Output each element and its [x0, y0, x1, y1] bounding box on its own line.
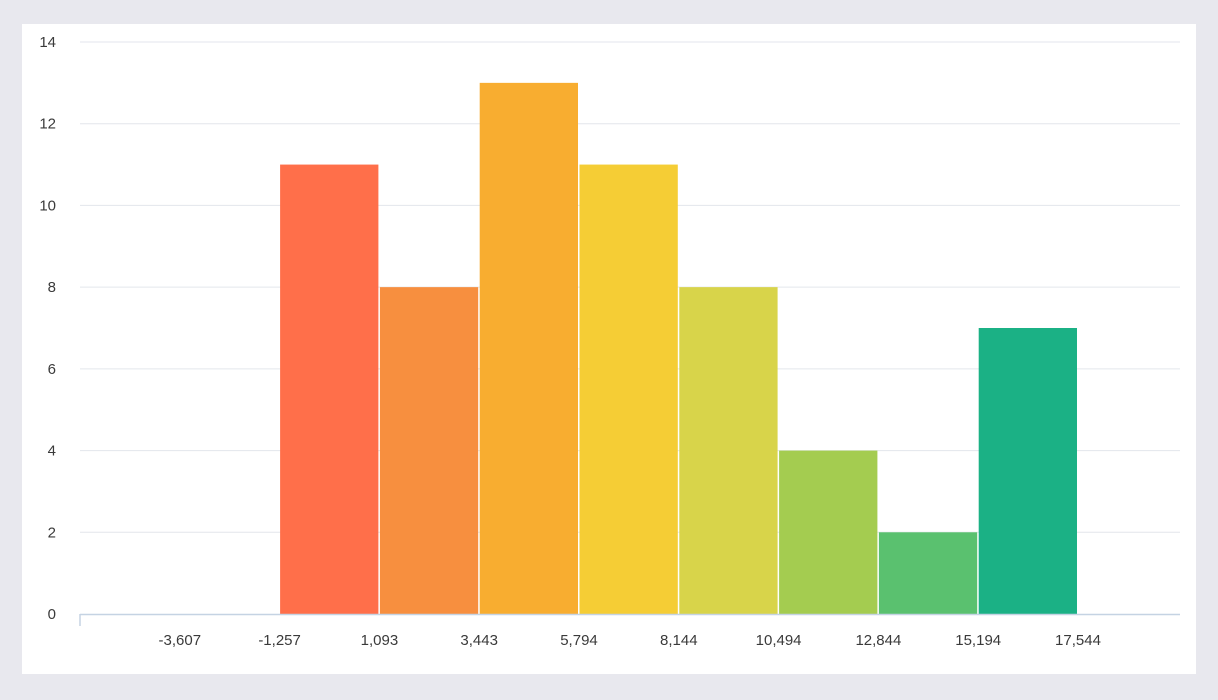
histogram-bar — [679, 287, 778, 614]
histogram-bar — [779, 450, 878, 614]
y-tick-label: 8 — [48, 279, 56, 296]
x-tick-label: -3,607 — [159, 632, 202, 649]
y-tick-label: 2 — [48, 524, 56, 541]
histogram-bar — [579, 164, 678, 615]
y-tick-label: 4 — [48, 443, 56, 460]
y-tick-label: 6 — [48, 361, 56, 378]
x-axis — [79, 613, 1180, 626]
bars — [280, 82, 1077, 615]
x-tick-label: 8,144 — [660, 632, 698, 649]
y-tick-label: 14 — [39, 34, 56, 51]
y-tick-label: 0 — [48, 606, 56, 623]
x-tick-label: -1,257 — [258, 632, 301, 649]
histogram-bar — [978, 328, 1077, 614]
x-tick-label: 10,494 — [756, 632, 802, 649]
y-axis-tick-labels: 0 2 4 6 8 10 12 14 — [39, 34, 56, 623]
y-tick-label: 12 — [39, 116, 56, 133]
x-tick-label: 17,544 — [1055, 632, 1101, 649]
histogram-bar — [479, 82, 578, 615]
x-tick-label: 12,844 — [855, 632, 901, 649]
x-tick-label: 15,194 — [955, 632, 1001, 649]
x-tick-label: 3,443 — [460, 632, 498, 649]
histogram-bar — [280, 164, 379, 615]
y-tick-label: 10 — [39, 197, 56, 214]
x-axis-tick-labels: -3,607 -1,257 1,093 3,443 5,794 8,144 10,494 12… — [159, 632, 1101, 649]
histogram-bar — [379, 287, 479, 614]
x-tick-label: 1,093 — [361, 632, 399, 649]
x-tick-label: 5,794 — [560, 632, 598, 649]
histogram-bar — [878, 532, 978, 614]
